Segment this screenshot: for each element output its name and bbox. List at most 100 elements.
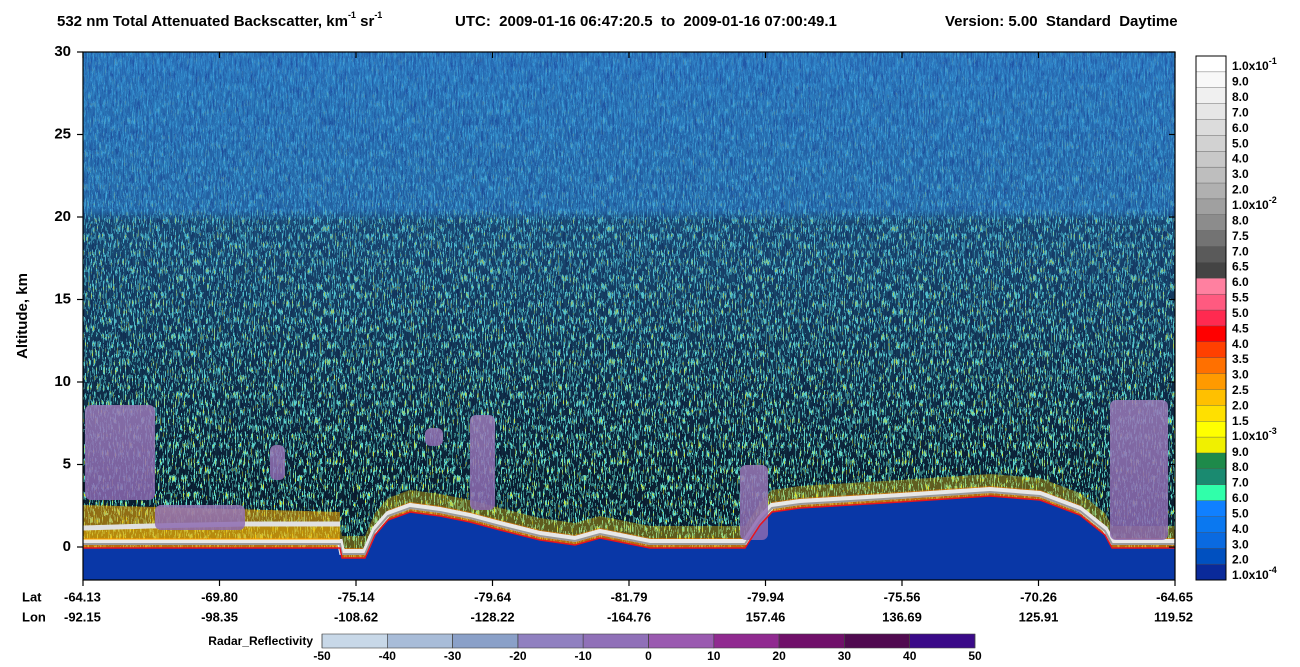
radar-cloud [425,428,443,446]
chart-title: 532 nm Total Attenuated Backscatter, km-… [57,10,382,30]
colorbar-cell [1195,532,1227,549]
x-tick-label: -128.22 [470,609,514,624]
radar-cloud [1110,400,1168,540]
colorbar-label: 1.0x10-4 [1232,565,1277,582]
x-tick-label: -92.15 [64,609,101,624]
radar-colorbar-cell [778,633,845,649]
y-tick-label: 15 [54,290,71,307]
colorbar-label: 3.0 [1232,537,1249,551]
colorbar-cell [1195,373,1227,390]
y-tick-label: 20 [54,208,71,225]
colorbar-label: 3.0 [1232,368,1249,382]
colorbar-cell [1195,135,1227,152]
colorbar-cell [1195,293,1227,311]
colorbar-label: 5.0 [1232,306,1249,320]
radar-colorbar-cell [517,633,584,649]
colorbar-label: 6.0 [1232,121,1249,135]
y-tick-label: 10 [54,373,71,390]
radar-colorbar-tick-label: -50 [313,649,331,663]
x-tick-label: -81.79 [611,589,648,604]
y-tick-label: 30 [54,43,71,60]
colorbar-label: 9.0 [1232,75,1249,89]
colorbar-label: 1.0x10-2 [1232,195,1277,212]
x-tick-label: -64.65 [1156,589,1193,604]
colorbar-label: 5.0 [1232,136,1249,150]
colorbar-label-exponent: -4 [1269,565,1277,575]
colorbar-cell [1195,452,1227,470]
colorbar-cell [1195,103,1227,121]
radar-colorbar-tick-label: 50 [968,649,982,663]
radar-colorbar-tick-label: -40 [379,649,397,663]
colorbar-label: 2.0 [1232,399,1249,413]
colorbar-label: 7.0 [1232,476,1249,490]
colorbar-label: 7.0 [1232,105,1249,119]
colorbar-cell [1195,262,1227,279]
colorbar-label: 6.5 [1232,260,1249,274]
colorbar-label: 5.0 [1232,506,1249,520]
low-layers [83,400,1175,580]
y-axis-label: Altitude, km [14,273,31,359]
colorbar-label: 4.0 [1232,152,1249,166]
colorbar-cell [1195,563,1227,581]
title-part: 532 nm Total Attenuated Backscatter, km [57,13,348,30]
x-row-name: Lon [22,609,46,624]
colorbar-cell [1195,484,1227,502]
colorbar-cell [1195,468,1227,486]
colorbar-cell [1195,341,1227,359]
colorbar-label: 9.0 [1232,445,1249,459]
colorbar-label: 8.0 [1232,460,1249,474]
surface-line [83,495,1175,559]
radar-colorbar-tick-label: -30 [444,649,462,663]
colorbar-cell [1195,198,1227,216]
x-tick-label: 136.69 [882,609,922,624]
colorbar-label: 6.0 [1232,275,1249,289]
colorbar-label-exponent: -2 [1269,195,1277,205]
colorbar-label-base: 1.0x10 [1232,568,1269,582]
colorbar-cell [1195,246,1227,263]
colorbar-label: 7.0 [1232,244,1249,258]
colorbar-cell [1195,357,1227,375]
colorbar-cell [1195,516,1227,533]
y-tick-label: 0 [63,538,71,555]
colorbar-label: 5.5 [1232,291,1249,305]
colorbar-label: 4.5 [1232,321,1249,335]
colorbar-label: 2.0 [1232,553,1249,567]
cloud-layer-top [83,486,1175,555]
radar-colorbar-tick-label: 0 [645,649,652,663]
radar-colorbar-tick-label: -10 [575,649,593,663]
y-tick-label: 5 [63,455,71,472]
subsurface-noise [83,496,1175,580]
colorbar-label: 2.0 [1232,183,1249,197]
radar-colorbar-cell [713,633,780,649]
colorbar-cell [1195,151,1227,168]
cloud-layer-mid [83,490,1175,555]
colorbar-label: 3.0 [1232,167,1249,181]
colorbar-cell [1195,500,1227,517]
x-tick-label: -164.76 [607,609,651,624]
colorbar-label: 1.0x10-3 [1232,427,1277,444]
colorbar-cell [1195,405,1227,422]
x-tick-label: 125.91 [1019,609,1059,624]
title-part: sr [356,13,375,30]
colorbar-label-exponent: -1 [1269,56,1277,66]
radar-colorbar-cell [909,633,976,649]
x-tick-label: -75.56 [884,589,921,604]
radar-colorbar-cell [582,633,649,649]
colorbar-cell [1195,55,1227,73]
x-tick-label: -64.13 [64,589,101,604]
radar-cloud [740,465,768,540]
colorbar-cell [1195,548,1227,565]
colorbar-cell [1195,421,1227,438]
radar-colorbar-tick-label: 20 [772,649,786,663]
colorbar-label: 7.5 [1232,229,1249,243]
radar-colorbar-cell [321,633,388,649]
colorbar-cell [1195,325,1227,343]
radar-colorbar-cell [648,633,715,649]
x-tick-label: -70.26 [1020,589,1057,604]
radar-colorbar-cell [452,633,519,649]
colorbar-cell [1195,166,1227,184]
radar-cloud [85,405,155,500]
colorbar-label: 1.0x10-1 [1232,56,1277,73]
colorbar-cell [1195,119,1227,136]
